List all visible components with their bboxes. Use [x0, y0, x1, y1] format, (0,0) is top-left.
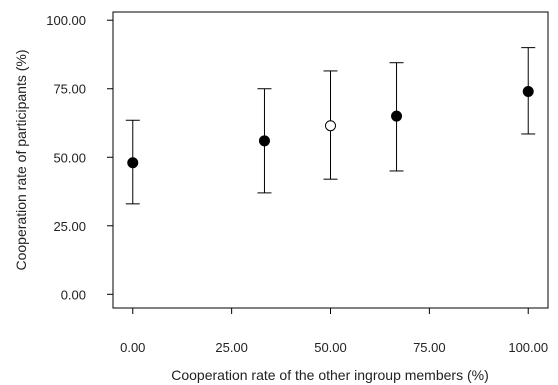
- data-points: [127, 85, 534, 169]
- data-point-filled: [127, 157, 139, 169]
- y-axis-title: Cooperation rate of participants (%): [13, 50, 29, 271]
- data-point-open: [325, 120, 336, 132]
- x-axis: 0.00 25.00 50.00 75.00 100.00: [120, 308, 548, 355]
- y-tick-label: 25.00: [53, 219, 86, 234]
- x-tick-label: 25.00: [215, 340, 248, 355]
- data-point-filled: [258, 135, 270, 147]
- data-point-filled: [391, 110, 403, 122]
- y-tick-label: 100.00: [46, 13, 86, 28]
- y-tick-label: 50.00: [53, 150, 86, 165]
- y-axis: 0.00 25.00 50.00 75.00 100.00: [46, 13, 113, 302]
- x-tick-label: 100.00: [508, 340, 548, 355]
- y-tick-label: 0.00: [61, 287, 86, 302]
- x-tick-label: 75.00: [413, 340, 446, 355]
- data-point-filled: [522, 85, 534, 97]
- x-tick-label: 0.00: [120, 340, 145, 355]
- x-axis-title: Cooperation rate of the other ingroup me…: [171, 367, 489, 383]
- x-tick-label: 50.00: [314, 340, 347, 355]
- y-tick-label: 75.00: [53, 82, 86, 97]
